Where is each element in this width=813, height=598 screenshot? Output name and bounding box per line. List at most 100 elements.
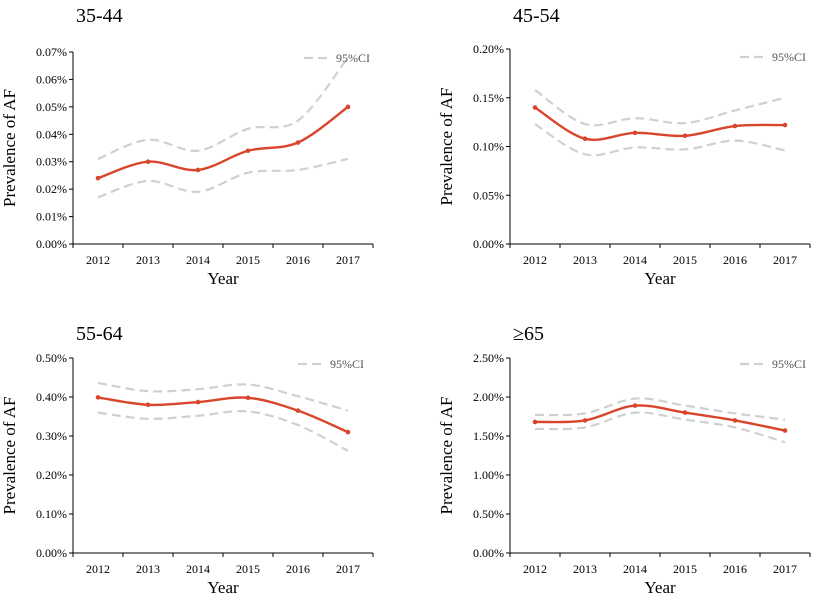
ci-lower-line [97, 410, 349, 452]
x-tick-label: 2017 [773, 562, 797, 576]
y-axis-title: Prevalence of AF [0, 89, 19, 207]
prevalence-point [732, 123, 738, 129]
x-tick-label: 2016 [723, 253, 747, 267]
prevalence-point [632, 403, 638, 408]
x-tick-label: 2017 [336, 562, 360, 576]
prevalence-point [145, 159, 151, 165]
x-tick-label: 2012 [523, 562, 547, 576]
y-tick-label: 0.20% [36, 468, 67, 482]
prevalence-point [345, 104, 351, 110]
y-tick-label: 0.50% [473, 507, 504, 521]
prevalence-point [245, 395, 251, 401]
y-tick-label: 0.00% [473, 546, 504, 560]
y-tick-label: 0.04% [36, 127, 67, 141]
x-tick-label: 2015 [673, 253, 697, 267]
prevalence-point [532, 105, 538, 110]
ci-upper-line [97, 56, 349, 160]
y-tick-label: 0.40% [36, 390, 67, 404]
x-tick-label: 2013 [136, 562, 160, 576]
prevalence-point [782, 122, 788, 128]
y-tick-label: 0.00% [473, 237, 504, 251]
y-tick-label: 0.00% [36, 237, 67, 251]
panel-title: 35-44 [76, 5, 123, 27]
prevalence-line [97, 105, 349, 180]
x-tick-label: 2012 [523, 253, 547, 267]
chart-panel-1: 35-44 0.00% 0.01% 0.02% 0.03% 0.04% 0.05% 0.06%… [0, 5, 374, 288]
panel-title: 55-64 [76, 323, 123, 345]
y-tick-label: 0.20% [473, 42, 504, 56]
panel-title: 45-54 [513, 5, 560, 27]
legend-label: 95%CI [330, 357, 364, 371]
prevalence-point [295, 140, 301, 145]
x-axis-title: Year [644, 269, 676, 288]
ci-lower-line [97, 157, 349, 199]
y-tick-label: 0.07% [36, 45, 67, 59]
x-tick-label: 2014 [623, 253, 647, 267]
prevalence-point [95, 395, 101, 400]
x-axis-title: Year [207, 578, 239, 597]
y-tick-label: 0.03% [36, 155, 67, 169]
y-tick-label: 2.50% [473, 351, 504, 365]
y-axis-title: Prevalence of AF [437, 87, 456, 205]
y-tick-label: 0.05% [36, 100, 67, 114]
x-tick-label: 2017 [773, 253, 797, 267]
x-tick-label: 2015 [236, 562, 260, 576]
x-tick-label: 2015 [236, 253, 260, 267]
prevalence-point [145, 402, 151, 408]
prevalence-point [582, 136, 588, 141]
prevalence-point [195, 399, 201, 405]
prevalence-point [782, 428, 788, 433]
y-tick-label: 0.50% [36, 351, 67, 365]
ci-upper-line [97, 381, 349, 412]
x-tick-label: 2013 [136, 253, 160, 267]
ci-upper-line [534, 89, 786, 127]
x-tick-label: 2017 [336, 253, 360, 267]
prevalence-point [682, 410, 688, 415]
x-tick-label: 2016 [286, 562, 310, 576]
x-tick-label: 2015 [673, 562, 697, 576]
prevalence-point [682, 133, 688, 139]
y-tick-label: 0.00% [36, 546, 67, 560]
x-tick-label: 2014 [623, 562, 647, 576]
ci-lower-line [534, 123, 786, 157]
x-tick-label: 2016 [723, 562, 747, 576]
y-tick-label: 2.00% [473, 390, 504, 404]
y-tick-label: 0.10% [473, 140, 504, 154]
y-tick-label: 0.01% [36, 210, 67, 224]
prevalence-line [97, 396, 349, 434]
x-tick-label: 2012 [86, 253, 110, 267]
prevalence-line [534, 404, 786, 432]
y-axis-title: Prevalence of AF [437, 396, 456, 514]
x-tick-label: 2014 [186, 253, 210, 267]
prevalence-point [532, 419, 538, 425]
y-tick-label: 1.00% [473, 468, 504, 482]
x-axis-title: Year [644, 578, 676, 597]
prevalence-line [534, 106, 786, 141]
y-tick-label: 0.15% [473, 91, 504, 105]
prevalence-point [295, 408, 301, 413]
y-tick-label: 0.05% [473, 188, 504, 202]
prevalence-point [732, 418, 738, 423]
prevalence-point [632, 130, 638, 136]
legend-label: 95%CI [336, 51, 370, 65]
prevalence-point [95, 175, 101, 181]
y-tick-label: 0.10% [36, 507, 67, 521]
y-tick-label: 0.06% [36, 72, 67, 86]
ci-lower-line [534, 411, 786, 444]
x-tick-label: 2016 [286, 253, 310, 267]
x-tick-label: 2013 [573, 253, 597, 267]
ci-upper-line [534, 397, 786, 421]
legend-label: 95%CI [772, 50, 806, 64]
chart-panel-3: 55-64 0.00% 0.10% 0.20% 0.30% 0.40% 0.50% 2012 2… [0, 323, 374, 597]
chart-panel-2: 45-54 0.00% 0.05% 0.10% 0.15% 0.20% 2012 2013 20… [437, 5, 811, 288]
panel-title: ≥65 [513, 323, 544, 345]
x-tick-label: 2012 [86, 562, 110, 576]
prevalence-point [245, 148, 251, 154]
prevalence-point [345, 429, 351, 435]
x-tick-label: 2013 [573, 562, 597, 576]
y-tick-label: 1.50% [473, 429, 504, 443]
y-axis-title: Prevalence of AF [0, 396, 19, 514]
y-tick-label: 0.30% [36, 429, 67, 443]
x-axis-title: Year [207, 269, 239, 288]
